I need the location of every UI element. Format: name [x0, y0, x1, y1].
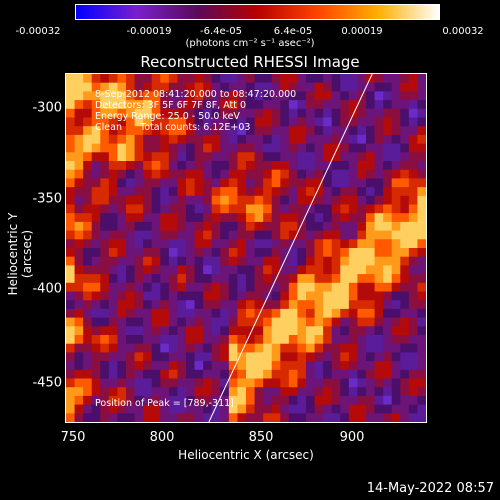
colorbar-tick: -0.00032 — [15, 26, 61, 37]
colorbar — [75, 4, 440, 20]
y-axis-label: Heliocentric Y (arcsec) — [6, 212, 34, 296]
heatmap-image — [66, 74, 426, 422]
energy-range-label: Energy Range: 25.0 - 50.0 keV — [95, 111, 240, 122]
obs-time-label: 8-Sep-2012 08:41:20.000 to 08:47:20.000 — [95, 89, 297, 100]
colorbar-units: (photons cm⁻² s⁻¹ asec⁻²) — [185, 38, 315, 49]
peak-position-label: Position of Peak = [789,-311] — [95, 398, 234, 409]
x-tick-label: 750 — [60, 430, 86, 445]
plot-area — [65, 73, 427, 423]
timestamp: 14-May-2022 08:57 — [366, 481, 494, 496]
solar-limb-line — [208, 74, 373, 422]
y-tick-label: -350 — [32, 191, 62, 207]
x-tick-label: 800 — [149, 430, 175, 445]
x-tick-label: 900 — [339, 430, 365, 445]
x-axis-label: Heliocentric X (arcsec) — [178, 448, 314, 462]
colorbar-tick: 0.00019 — [341, 26, 383, 37]
chart-title: Reconstructed RHESSI Image — [140, 53, 360, 71]
detectors-label: Detectors: 3F 5F 6F 7F 8F, Att 0 — [95, 100, 247, 111]
total-counts-label: Clean Total counts: 6.12E+03 — [95, 122, 251, 133]
y-tick-label: -300 — [32, 100, 62, 116]
colorbar-tick: 6.4e-05 — [273, 26, 313, 37]
colorbar-tick: -0.00019 — [126, 26, 172, 37]
y-tick-label: -450 — [32, 375, 62, 391]
y-tick-label: -400 — [32, 281, 62, 297]
colorbar-tick: -6.4e-05 — [200, 26, 242, 37]
x-tick-label: 850 — [248, 430, 274, 445]
colorbar-tick: 0.00032 — [442, 26, 484, 37]
